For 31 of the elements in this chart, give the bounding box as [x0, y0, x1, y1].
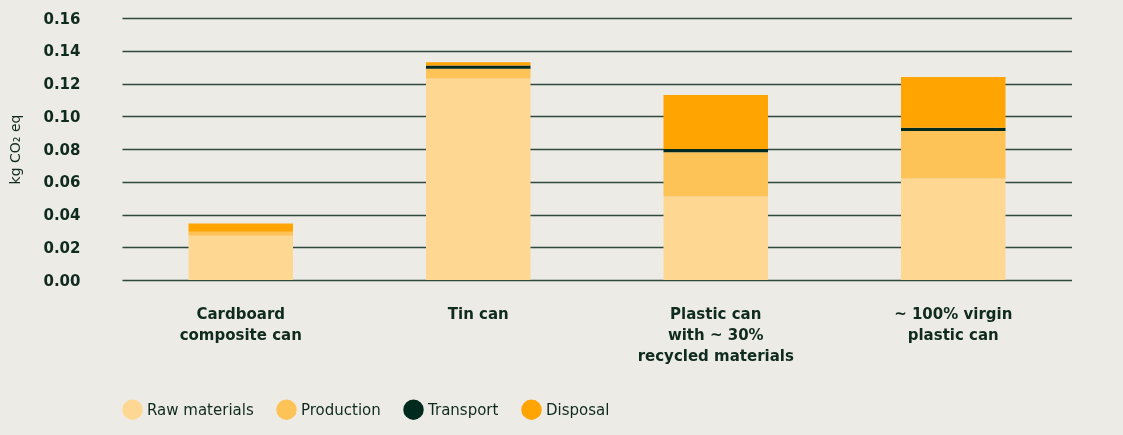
legend-label: Disposal — [546, 400, 610, 419]
legend-label: Raw materials — [147, 400, 254, 419]
y-tick-label: 0.12 — [43, 75, 81, 93]
y-axis-title: kg CO₂ eq — [7, 114, 24, 185]
bar — [663, 94, 768, 149]
bar — [426, 78, 531, 280]
legend-label: Transport — [427, 400, 499, 419]
bar — [663, 149, 768, 153]
y-tick-label: 0.06 — [43, 173, 81, 192]
y-tick-label: 0.10 — [43, 107, 81, 126]
y-tick-label: 0.16 — [43, 9, 81, 28]
x-tick-label: ~ 100% virgin plastic can — [894, 304, 1013, 344]
bar — [901, 178, 1006, 280]
bar — [426, 68, 531, 79]
x-tick-label: Cardboard composite can — [179, 304, 302, 344]
bar — [901, 76, 1006, 128]
y-tick-label: 0.14 — [43, 42, 81, 61]
bar — [901, 130, 1006, 179]
bar — [188, 223, 293, 232]
bar — [663, 196, 768, 280]
legend-label: Production — [301, 400, 381, 419]
bar — [901, 127, 1006, 131]
y-tick-label: 0.04 — [43, 206, 81, 224]
y-tick-label: 0.00 — [43, 271, 81, 290]
x-tick-label: Tin can — [447, 304, 509, 323]
x-tick-label: Plastic can with ~ 30% recycled materials — [637, 304, 794, 365]
bar — [188, 235, 293, 280]
bar — [663, 152, 768, 197]
y-tick-label: 0.08 — [43, 140, 81, 159]
y-tick-label: 0.02 — [43, 238, 81, 257]
bar — [188, 231, 293, 236]
